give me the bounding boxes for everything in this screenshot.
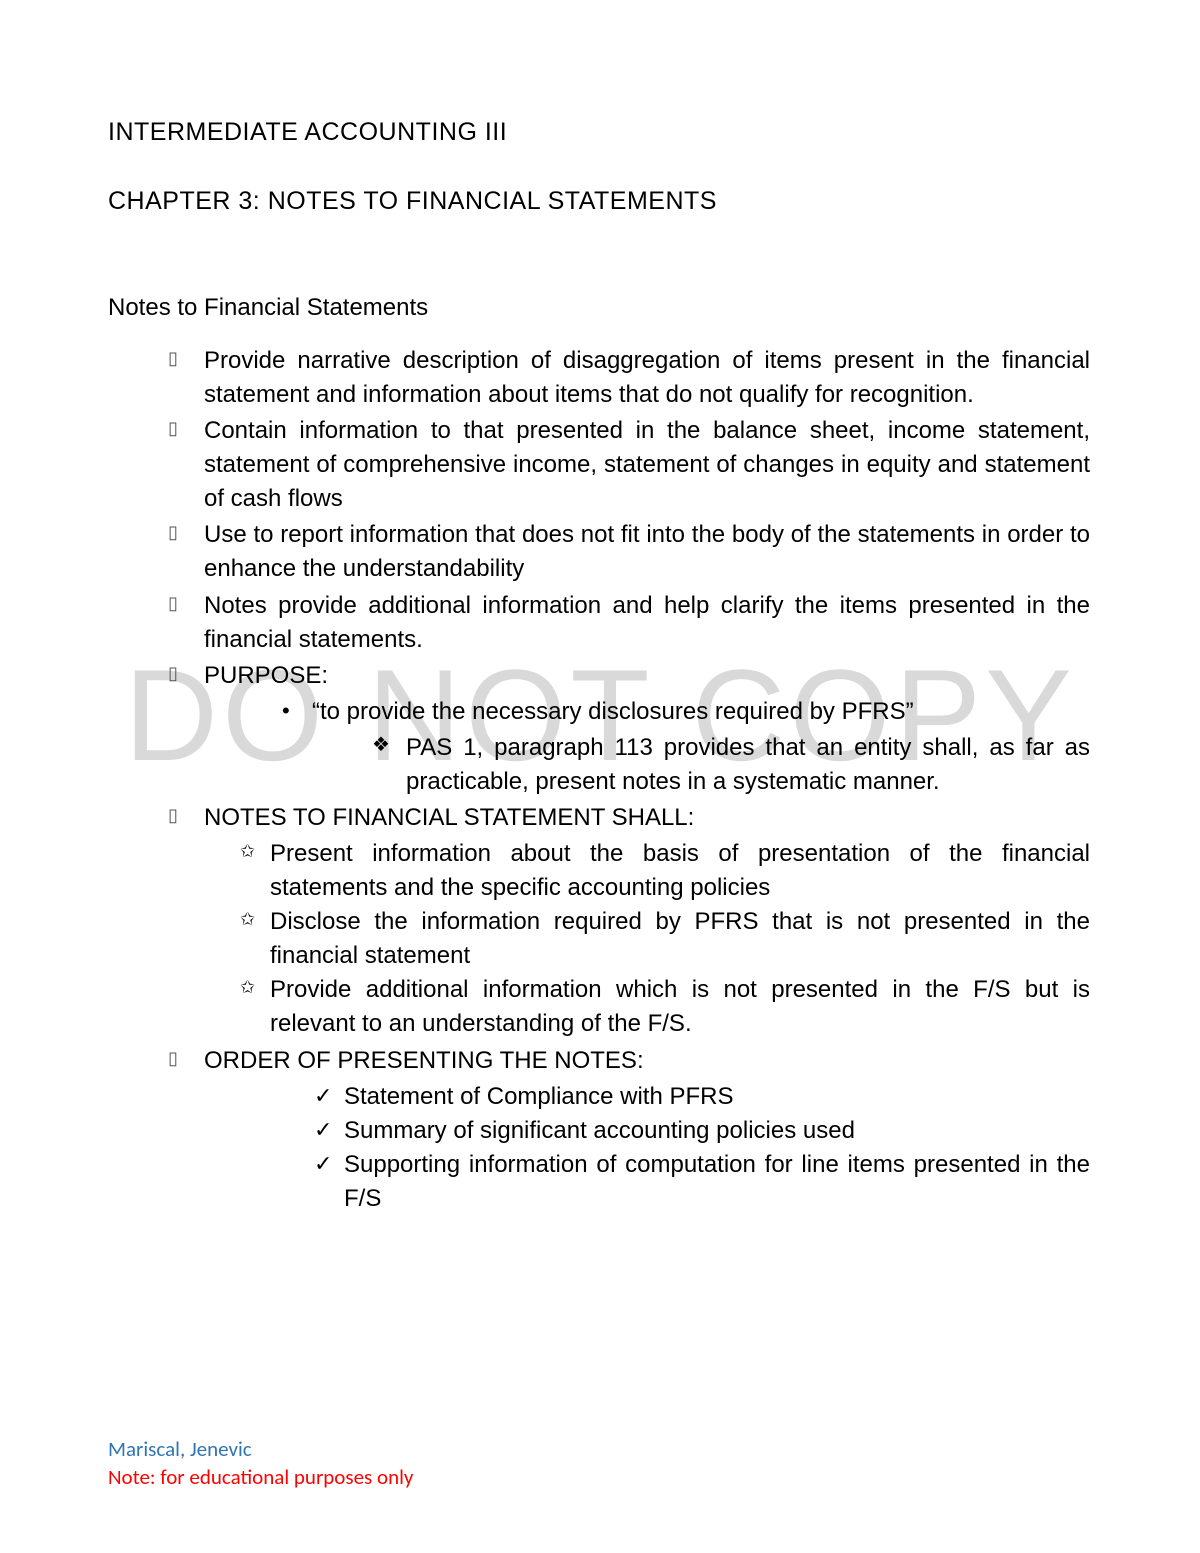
sublist-item: Statement of Compliance with PFRS xyxy=(314,1080,1090,1114)
page-content: INTERMEDIATE ACCOUNTING III CHAPTER 3: N… xyxy=(0,0,1200,1216)
sublist-item: Present information about the basis of p… xyxy=(240,837,1090,905)
item-text: Contain information to that presented in… xyxy=(204,417,1090,512)
list-item: Contain information to that presented in… xyxy=(168,414,1090,516)
item-text: Provide narrative description of disaggr… xyxy=(204,347,1090,408)
list-item-shall: NOTES TO FINANCIAL STATEMENT SHALL: Pres… xyxy=(168,801,1090,1042)
item-text: Statement of Compliance with PFRS xyxy=(344,1083,734,1110)
sublist-item: Disclose the information required by PFR… xyxy=(240,905,1090,973)
sublist-item: PAS 1, paragraph 113 provides that an en… xyxy=(372,731,1090,799)
list-item: Use to report information that does not … xyxy=(168,518,1090,586)
chapter-title: CHAPTER 3: NOTES TO FINANCIAL STATEMENTS xyxy=(108,187,1090,216)
sublist-item: Provide additional information which is … xyxy=(240,973,1090,1041)
item-text: Notes provide additional information and… xyxy=(204,592,1090,653)
order-sublist: Statement of Compliance with PFRS Summar… xyxy=(204,1080,1090,1216)
purpose-sub2-list: PAS 1, paragraph 113 provides that an en… xyxy=(312,731,1090,799)
course-title: INTERMEDIATE ACCOUNTING III xyxy=(108,118,1090,147)
main-list: Provide narrative description of disaggr… xyxy=(108,344,1090,1216)
item-text: ORDER OF PRESENTING THE NOTES: xyxy=(204,1047,644,1074)
footer-note: Note: for educational purposes only xyxy=(108,1464,413,1491)
item-text: Summary of significant accounting polici… xyxy=(344,1117,855,1144)
purpose-sublist: “to provide the necessary disclosures re… xyxy=(204,695,1090,799)
list-item: Notes provide additional information and… xyxy=(168,589,1090,657)
item-text: Use to report information that does not … xyxy=(204,521,1090,582)
list-item-purpose: PURPOSE: “to provide the necessary discl… xyxy=(168,659,1090,799)
item-text: NOTES TO FINANCIAL STATEMENT SHALL: xyxy=(204,804,694,831)
item-text: Disclose the information required by PFR… xyxy=(270,908,1090,969)
list-item-order: ORDER OF PRESENTING THE NOTES: Statement… xyxy=(168,1044,1090,1216)
sublist-item: “to provide the necessary disclosures re… xyxy=(282,695,1090,799)
item-text: PURPOSE: xyxy=(204,662,328,689)
sublist-item: Supporting information of computation fo… xyxy=(314,1148,1090,1216)
page-footer: Mariscal, Jenevic Note: for educational … xyxy=(108,1436,413,1491)
item-text: Supporting information of computation fo… xyxy=(344,1151,1090,1212)
sublist-item: Summary of significant accounting polici… xyxy=(314,1114,1090,1148)
list-item: Provide narrative description of disaggr… xyxy=(168,344,1090,412)
item-text: “to provide the necessary disclosures re… xyxy=(312,698,914,725)
item-text: Present information about the basis of p… xyxy=(270,840,1090,901)
footer-author: Mariscal, Jenevic xyxy=(108,1436,413,1463)
shall-sublist: Present information about the basis of p… xyxy=(204,837,1090,1041)
item-text: PAS 1, paragraph 113 provides that an en… xyxy=(406,734,1090,795)
item-text: Provide additional information which is … xyxy=(270,976,1090,1037)
section-title: Notes to Financial Statements xyxy=(108,294,1090,322)
